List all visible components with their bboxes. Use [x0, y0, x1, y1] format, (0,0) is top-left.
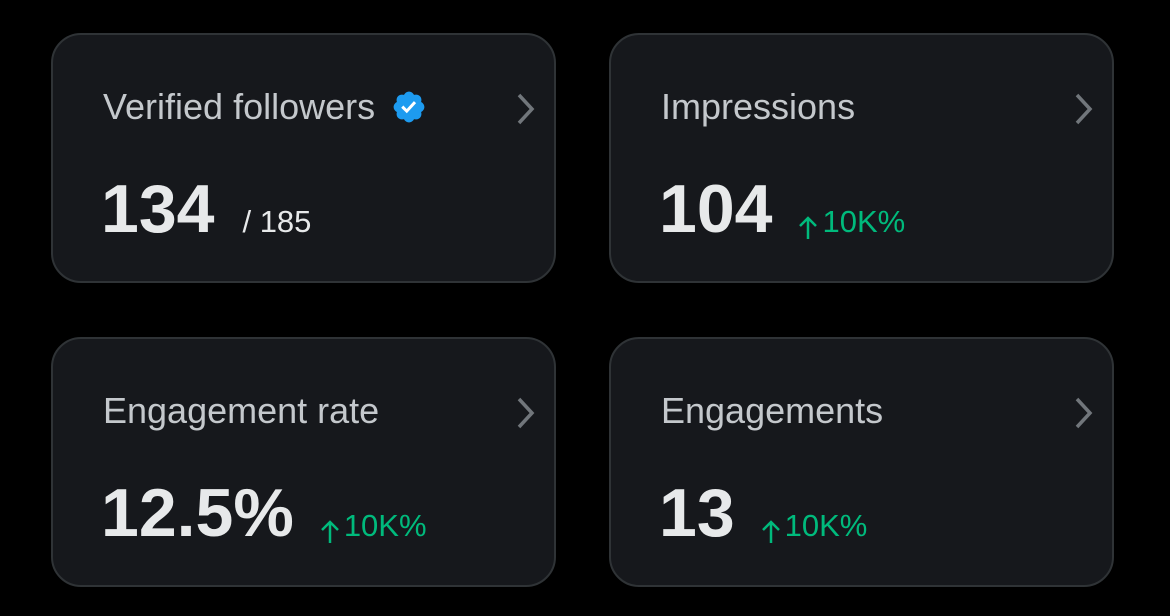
engagement-rate-card[interactable]: Engagement rate 12.5% 10K%: [51, 337, 556, 587]
chevron-icon: [517, 93, 535, 125]
metric-row: 12.5% 10K%: [101, 471, 427, 555]
metric-row: 13 10K%: [659, 471, 867, 555]
card-title: Engagement rate: [103, 390, 380, 431]
metric-value: 12.5%: [101, 475, 294, 551]
card-title: Impressions: [661, 86, 856, 127]
metric-value: 13: [659, 475, 735, 551]
chevron-icon: [1075, 93, 1093, 125]
metric-value: 104: [659, 171, 773, 247]
card-title-row: Engagement rate: [103, 389, 379, 433]
verified-followers-card[interactable]: Verified followers 134 / 185: [51, 33, 556, 283]
metric-total: / 185: [242, 204, 312, 239]
metric-change: 10K%: [761, 508, 868, 544]
up-arrow-icon: [320, 520, 339, 543]
card-title-row: Engagements: [661, 389, 883, 433]
change-text: 10K%: [822, 204, 906, 239]
card-title-row: Impressions: [661, 85, 855, 129]
card-title: Engagements: [661, 390, 884, 431]
chevron-icon: [517, 397, 535, 429]
change-text: 10K%: [784, 508, 868, 543]
metric-change: 10K%: [320, 508, 427, 544]
metric-row: 104 10K%: [659, 167, 905, 251]
metric-row: 134 / 185: [101, 167, 311, 251]
engagements-card[interactable]: Engagements 13 10K%: [609, 337, 1114, 587]
up-arrow-icon: [799, 216, 818, 239]
card-title: Verified followers: [103, 86, 376, 127]
up-arrow-icon: [761, 520, 780, 543]
change-text: 10K%: [343, 508, 427, 543]
metric-change: 10K%: [798, 204, 905, 240]
impressions-card[interactable]: Impressions 104 10K%: [609, 33, 1114, 283]
card-title-row: Verified followers: [103, 85, 427, 129]
verified-badge: [393, 91, 425, 123]
metric-value: 134: [101, 171, 215, 247]
chevron-icon: [1075, 397, 1093, 429]
